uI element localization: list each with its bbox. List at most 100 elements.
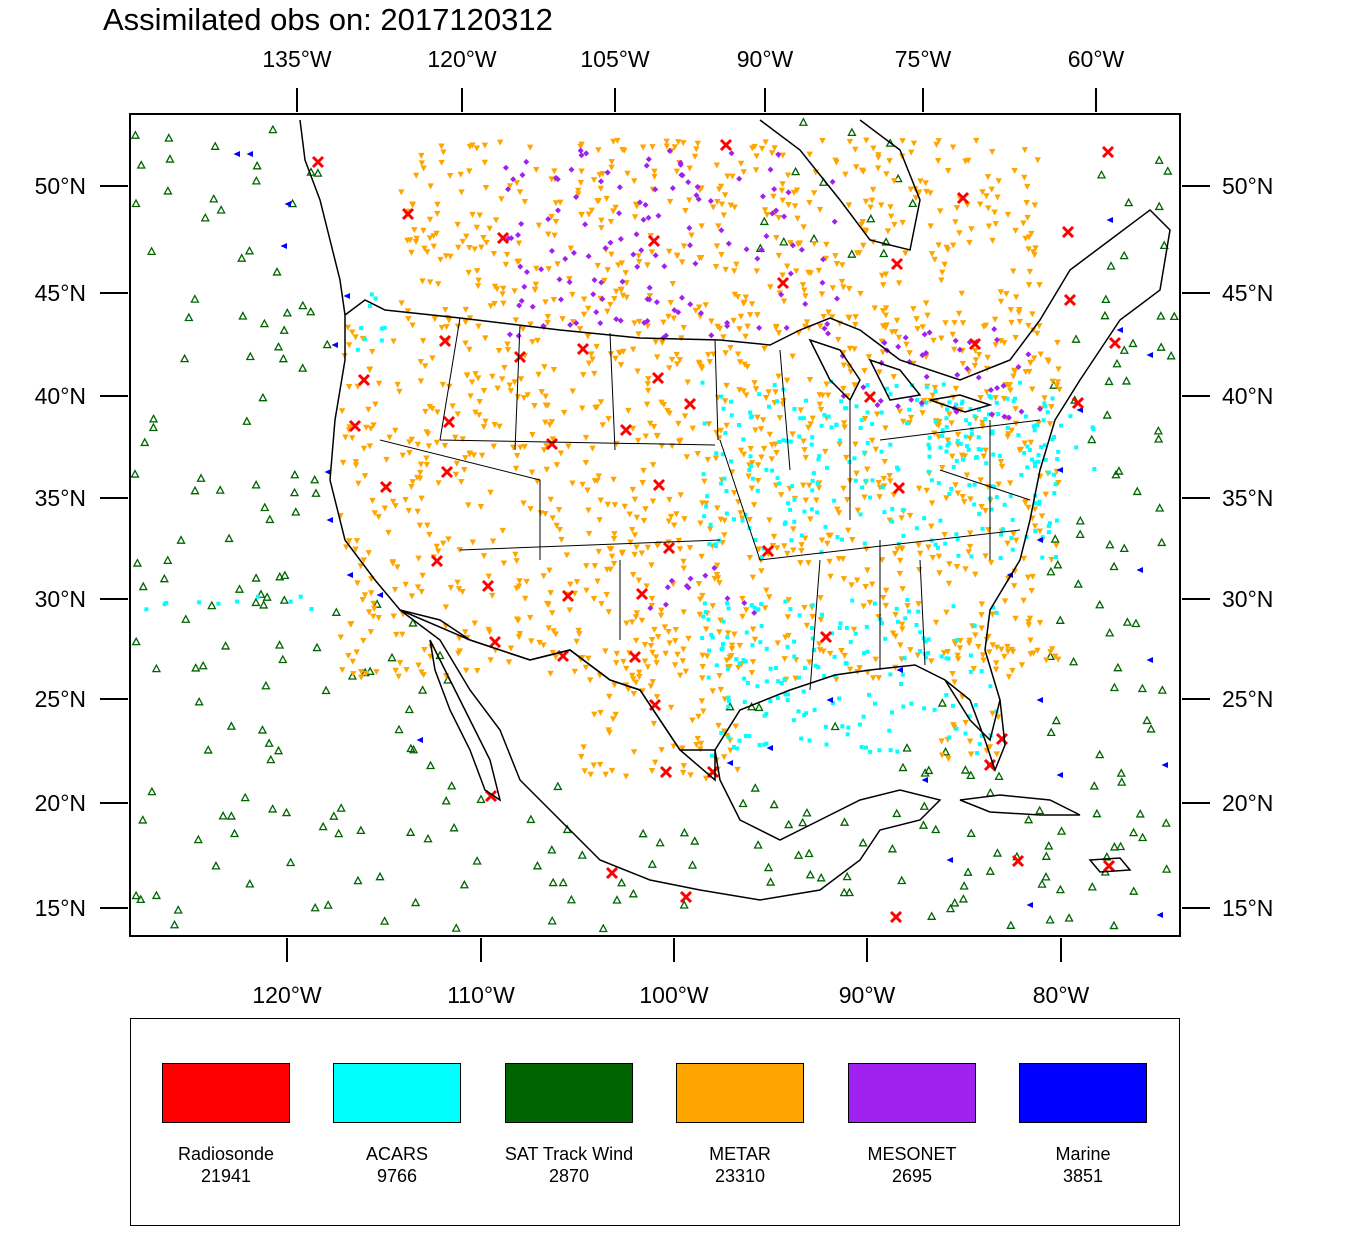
metar-marker [563,552,571,559]
metar-marker [740,388,747,395]
metar-marker [638,617,646,624]
metar-marker [681,413,689,420]
metar-marker [1044,357,1051,364]
metar-marker [995,178,1002,185]
sat-track-wind-marker [1163,166,1173,175]
acars-marker [846,725,851,730]
metar-marker [890,178,898,185]
metar-marker [838,278,846,285]
acars-marker [786,692,791,697]
mesonet-marker [653,299,660,306]
sat-track-wind-marker [131,198,141,208]
sat-track-wind-marker [1119,543,1129,553]
metar-marker [856,665,863,672]
acars-marker [844,625,849,630]
metar-marker [895,334,903,341]
mesonet-marker [833,295,840,302]
metar-marker [819,392,826,399]
acars-marker [788,507,793,512]
metar-marker [604,267,611,274]
acars-marker [867,495,872,500]
metar-marker [879,308,887,315]
acars-marker [974,455,979,460]
sat-track-wind-marker [272,267,282,276]
metar-marker [907,414,915,421]
metar-marker [672,638,679,645]
radiosonde-marker [605,866,619,880]
metar-marker [693,741,700,748]
metar-marker [997,298,1005,305]
acars-marker [936,481,941,486]
acars-marker [801,416,806,421]
mesonet-marker [821,325,828,332]
acars-marker [1052,434,1057,439]
metar-marker [928,251,936,258]
sat-track-wind-marker [1041,872,1051,881]
metar-marker [757,426,765,433]
sat-track-wind-marker [1045,651,1055,661]
right-tick-label: 20°N [1222,790,1273,816]
metar-marker [931,384,939,391]
acars-marker [783,599,788,604]
metar-marker [765,389,772,396]
acars-marker [999,532,1004,537]
metar-marker [372,401,379,408]
metar-marker [549,436,557,443]
acars-marker [777,439,782,444]
metar-marker [927,223,934,230]
mesonet-marker [554,176,561,183]
metar-marker [546,567,553,574]
acars-marker [901,704,906,709]
mesonet-marker [505,186,512,193]
acars-marker [824,742,829,747]
top-tick-label: 135°W [262,46,332,72]
acars-marker [868,749,873,754]
sat-track-wind-marker [1044,841,1054,850]
acars-marker [709,632,714,637]
metar-marker [606,693,613,700]
metar-marker [649,462,657,469]
acars-marker [743,659,748,664]
metar-marker [783,263,791,270]
metar-marker [695,580,703,587]
acars-marker [926,469,931,474]
metar-marker [545,231,552,238]
acars-marker [797,434,802,439]
legend-item-acars: ACARS 9766 [332,1063,462,1187]
right-tick-label: 35°N [1222,485,1273,511]
right-tick-label: 30°N [1222,586,1273,612]
sat-track-wind-marker [180,353,190,363]
acars-marker [734,657,739,662]
metar-marker [952,219,959,226]
mesonet-marker [698,310,705,317]
metar-marker [582,459,590,466]
marine-marker [343,293,350,299]
metar-marker [899,138,906,145]
metar-marker [475,277,482,284]
metar-marker [500,560,508,567]
mesonet-marker [630,251,637,258]
acars-marker [914,622,919,627]
acars-marker [924,384,929,389]
metar-marker [598,217,605,224]
metar-marker [680,558,687,565]
sat-track-wind-marker [1131,618,1141,628]
sat-track-wind-marker [375,871,385,881]
sat-track-wind-marker [148,422,158,432]
mesonet-marker [1036,405,1043,412]
acars-marker [359,326,364,331]
mesonet-marker [687,575,694,582]
mesonet-marker [555,207,562,214]
metar-marker [607,218,615,225]
metar-marker [679,769,687,776]
acars-marker [960,399,965,404]
metar-marker [737,447,745,454]
metar-marker [390,613,397,620]
metar-marker [949,453,956,460]
metar-marker [666,365,673,372]
metar-marker [555,506,563,513]
left-tick-label: 20°N [35,790,86,816]
metar-marker [515,240,523,247]
metar-marker [740,451,748,458]
metar-marker [419,572,426,579]
